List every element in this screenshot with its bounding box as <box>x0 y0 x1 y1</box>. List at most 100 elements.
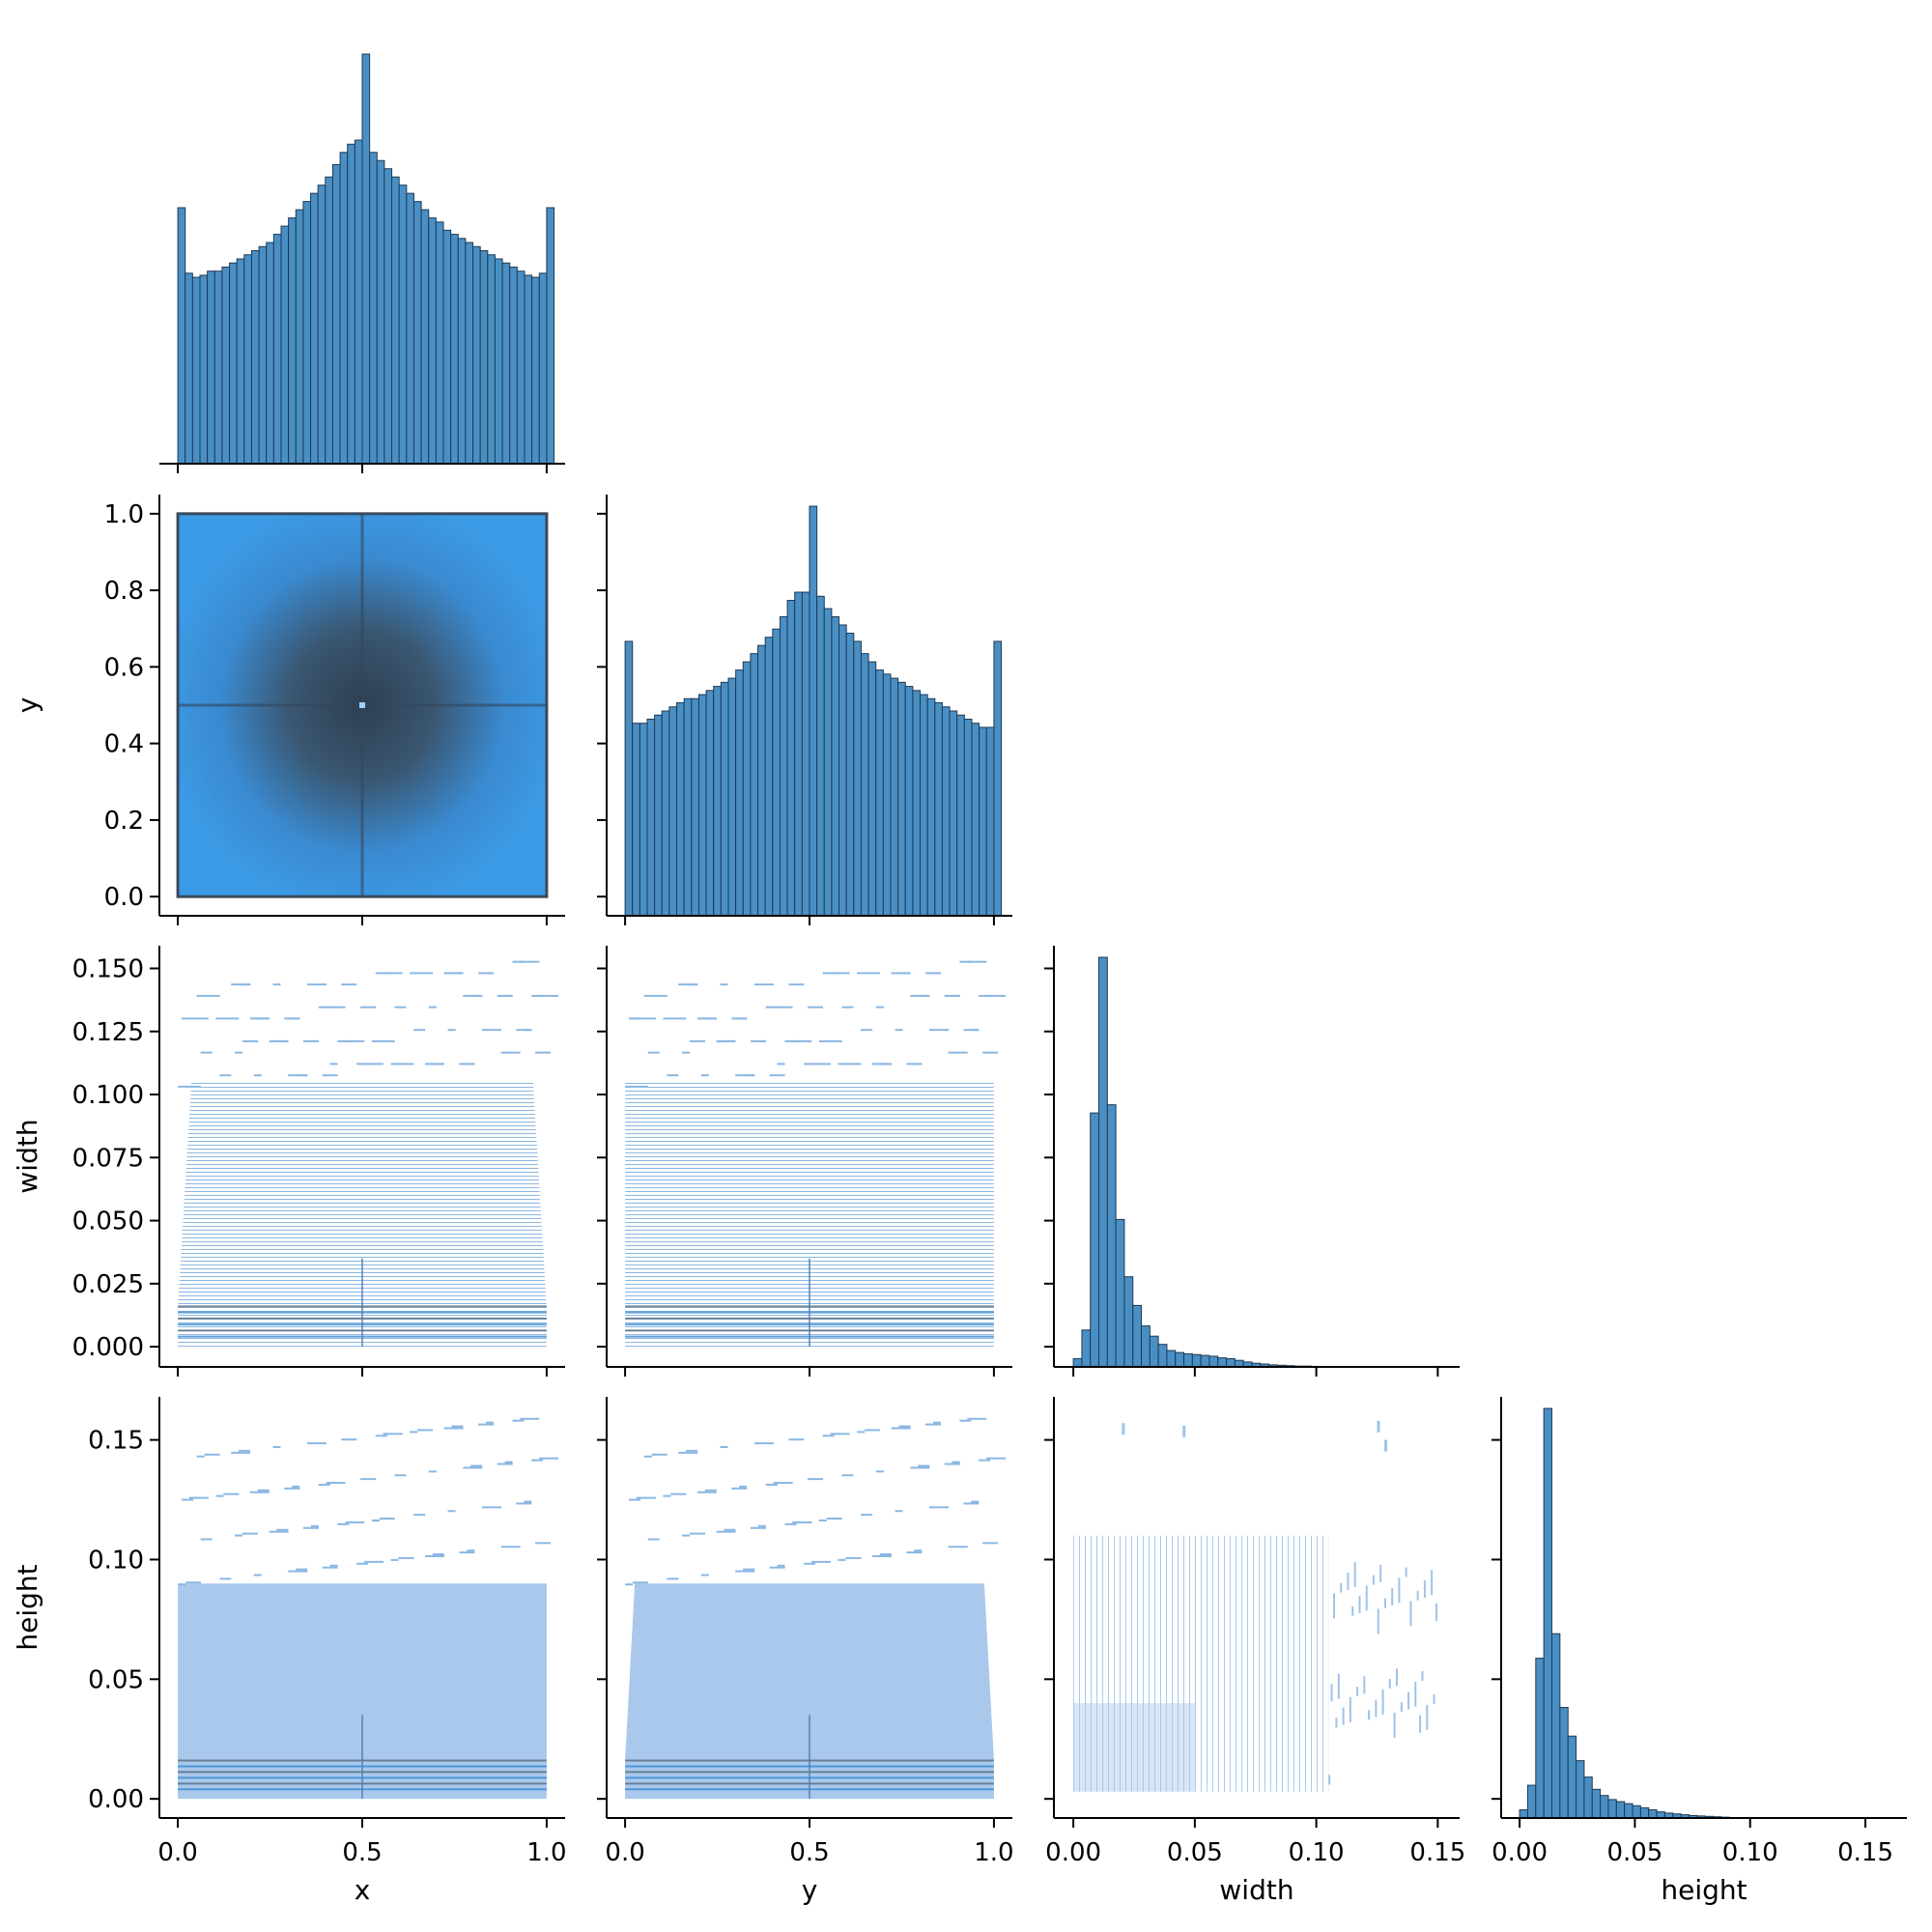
outlier-mark <box>322 1566 338 1569</box>
y-tick-label: 0.4 <box>104 730 144 759</box>
hist-bar <box>354 139 363 465</box>
outlier-mark <box>520 960 540 963</box>
panel-height-vs-y: 0.0 0.5 1.0 y <box>597 1397 1014 1906</box>
hist-bar <box>361 53 371 465</box>
outlier-mark <box>288 1570 308 1573</box>
outlier-mark <box>663 1494 671 1497</box>
diag-hist-x <box>159 53 565 473</box>
hist-bar <box>199 274 209 465</box>
panel-height-vs-x: 0.0 0.5 1.0 x 0.00 0.05 0.10 0.15 height <box>12 1397 567 1906</box>
outlier-mark <box>818 1039 827 1042</box>
outlier-mark <box>219 1577 232 1580</box>
outlier-mark <box>485 972 494 975</box>
outlier-mark <box>235 1051 243 1054</box>
hist-bar <box>757 644 766 917</box>
hist-bar <box>875 669 884 917</box>
tail-mark <box>1421 1670 1424 1681</box>
tail-mark <box>1340 1582 1343 1593</box>
outlier-mark <box>329 1063 338 1065</box>
x-tick-label: 0.5 <box>342 1838 382 1867</box>
hist-bar <box>412 201 422 465</box>
outlier-mark <box>986 994 1007 997</box>
y-axis-title: y <box>12 697 43 714</box>
size-density-body <box>178 1583 547 1800</box>
outlier-mark <box>879 1063 892 1065</box>
hist-bar <box>1141 1325 1151 1368</box>
outlier-mark <box>967 1417 987 1420</box>
tail-mark <box>1347 1572 1350 1590</box>
outlier-mark <box>424 1555 444 1558</box>
outlier-mark <box>963 1502 980 1505</box>
hist-bar <box>221 266 231 465</box>
outlier-mark <box>865 1429 881 1432</box>
outlier-mark <box>276 1039 289 1042</box>
outlier-mark <box>178 1085 186 1088</box>
outlier-mark <box>242 1039 259 1042</box>
outlier-mark <box>808 1478 824 1481</box>
hist-bar <box>697 694 707 917</box>
tail-mark <box>1383 1598 1386 1608</box>
hist-bar <box>772 628 781 917</box>
hist-bar <box>727 677 737 917</box>
outlier-mark <box>539 994 559 997</box>
outlier-mark <box>337 1522 350 1525</box>
hist-bar <box>1567 1735 1577 1819</box>
outlier-mark <box>928 1029 949 1032</box>
size-density-body <box>625 1081 994 1348</box>
outlier-mark <box>219 1074 232 1077</box>
outlier-mark <box>512 960 525 963</box>
outlier-mark <box>686 983 698 986</box>
outlier-mark <box>451 972 464 975</box>
outlier-mark <box>292 1017 300 1020</box>
hist-bar <box>177 207 186 465</box>
hist-bar <box>191 276 201 465</box>
hist-bar <box>531 276 540 465</box>
outlier-mark <box>959 1419 972 1422</box>
hist-bar <box>325 176 333 465</box>
hist-bar <box>1226 1358 1236 1368</box>
outlier-mark <box>792 1520 812 1523</box>
outlier-mark <box>773 1482 793 1485</box>
tail-mark <box>1426 1704 1429 1730</box>
y-tick-label: 0.025 <box>72 1270 144 1299</box>
outlier-mark <box>845 1063 862 1065</box>
hist-bar <box>1615 1801 1626 1819</box>
outlier-mark <box>535 1051 552 1054</box>
outlier-mark <box>326 1006 346 1009</box>
outlier-mark <box>360 1006 377 1009</box>
hist-bar <box>302 201 312 465</box>
x-tick-label: 0.0 <box>157 1838 197 1867</box>
hist-bar <box>979 726 987 917</box>
outlier-mark <box>810 1063 831 1065</box>
outlier-mark <box>982 1051 999 1054</box>
hist-bar <box>546 207 555 465</box>
outlier-mark <box>700 1574 709 1577</box>
outlier-mark <box>910 1466 930 1469</box>
y-axis-title: height <box>12 1564 43 1650</box>
hist-bar <box>882 673 892 917</box>
outlier-mark <box>810 1560 831 1563</box>
outlier-mark <box>341 1438 357 1441</box>
outlier-mark <box>253 1074 262 1077</box>
hist-bar <box>1183 1352 1193 1368</box>
x-axis-title: width <box>1219 1874 1293 1906</box>
hist-bar <box>310 192 319 465</box>
outlier-mark <box>822 1435 835 1437</box>
outlier-mark <box>447 1510 456 1513</box>
outlier-mark <box>830 972 850 975</box>
tail-mark <box>1333 1593 1336 1619</box>
outlier-mark <box>185 1581 201 1584</box>
outlier-mark <box>857 1431 866 1434</box>
size-density-body <box>625 1583 994 1800</box>
outlier-mark <box>753 983 774 986</box>
outlier-mark <box>952 1461 960 1463</box>
outlier-mark <box>651 994 668 997</box>
outlier-mark <box>625 1085 634 1088</box>
hist-bar <box>1526 1784 1537 1819</box>
outlier-mark <box>269 1530 289 1533</box>
tail-mark <box>1409 1601 1412 1627</box>
hist-bar <box>1191 1353 1202 1368</box>
outlier-mark <box>948 1051 968 1054</box>
tail-mark <box>1407 1691 1410 1710</box>
